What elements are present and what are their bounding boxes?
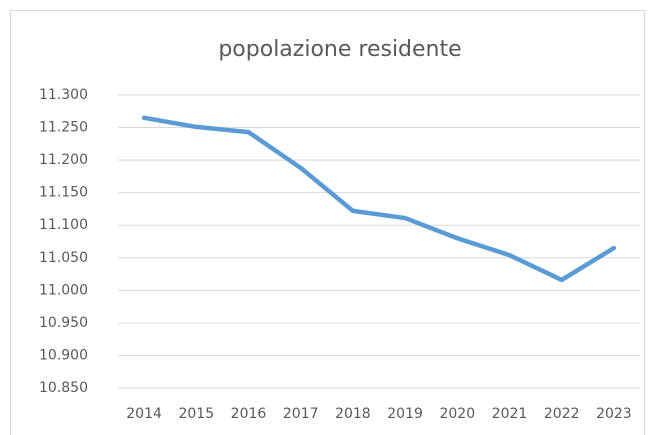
x-tick-label: 2015 [178, 406, 214, 422]
chart-frame [10, 10, 645, 435]
x-tick-label: 2018 [335, 406, 371, 422]
y-tick-label: 11.200 [39, 152, 88, 168]
y-tick-label: 11.100 [39, 217, 88, 233]
x-tick-label: 2017 [283, 406, 319, 422]
chart-title: popolazione residente [218, 37, 461, 62]
x-tick-label: 2023 [596, 406, 632, 422]
y-tick-label: 11.000 [39, 282, 88, 298]
x-tick-label: 2020 [439, 406, 475, 422]
y-tick-label: 10.850 [39, 380, 88, 396]
x-tick-label: 2021 [492, 406, 528, 422]
x-tick-label: 2016 [231, 406, 267, 422]
x-tick-label: 2019 [387, 406, 423, 422]
x-tick-label: 2014 [126, 406, 162, 422]
y-tick-label: 11.250 [39, 120, 88, 136]
data-line [141, 115, 617, 283]
y-tick-label: 11.300 [39, 87, 88, 103]
y-tick-label: 10.950 [39, 315, 88, 331]
y-tick-label: 11.150 [39, 185, 88, 201]
x-tick-label: 2022 [544, 406, 580, 422]
y-tick-label: 11.050 [39, 250, 88, 266]
y-tick-label: 10.900 [39, 347, 88, 363]
